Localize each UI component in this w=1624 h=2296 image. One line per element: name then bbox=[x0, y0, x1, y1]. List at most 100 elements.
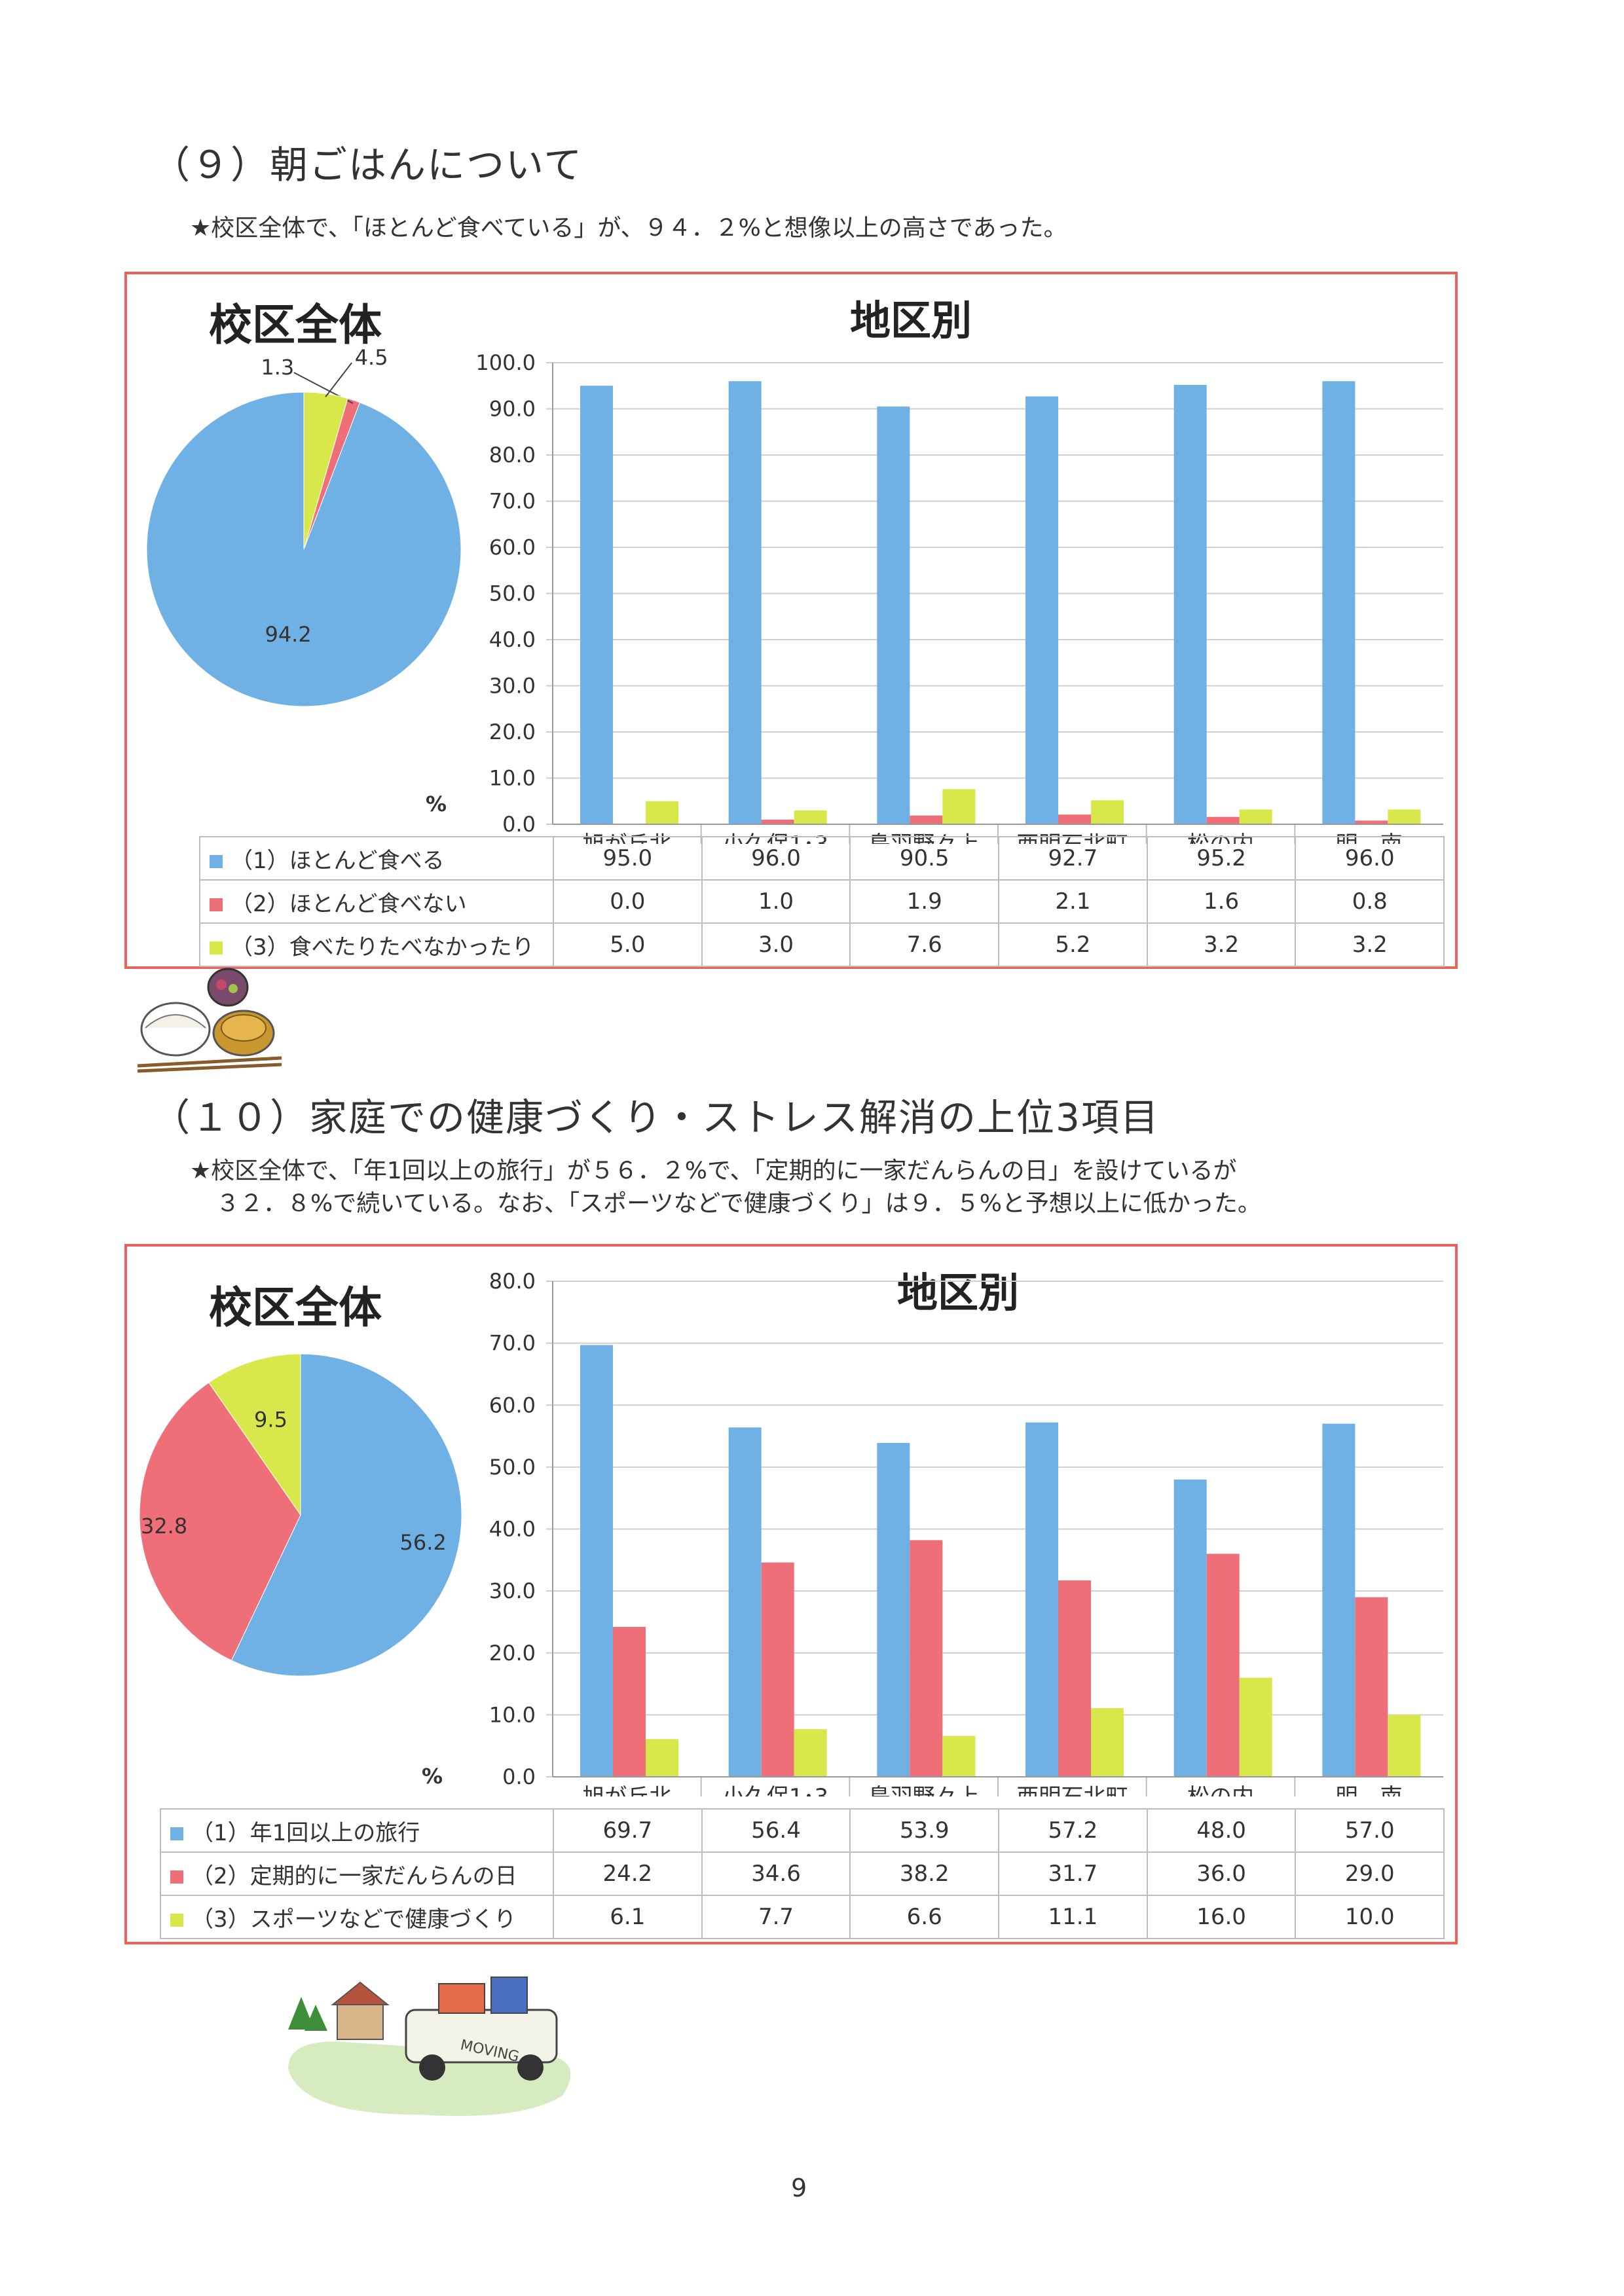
bar2-category-label-1: 旭が丘北 bbox=[582, 1784, 671, 1796]
table2-cell-s2-c3: 38.2 bbox=[849, 1851, 1000, 1896]
table2-cell-s3-c3: 6.6 bbox=[849, 1895, 1000, 1939]
pie2-slice-label-2: 32.8 bbox=[141, 1514, 187, 1539]
bar2-percent-label: % bbox=[422, 1764, 443, 1789]
table2-series-label-3: （3）スポーツなどで健康づくり bbox=[160, 1895, 554, 1939]
bar1-bar-s2-c5 bbox=[1206, 816, 1240, 824]
section9-note: ★校区全体で、「ほとんど食べている」が、９４．２%と想像以上の高さであった。 bbox=[190, 215, 1067, 242]
bar2-bar-s3-c6 bbox=[1388, 1715, 1421, 1777]
table1-legend-swatch-3 bbox=[210, 941, 223, 955]
table1-row-1: （1）ほとんど食べる 95.0 96.0 90.5 92.7 95.2 96.0 bbox=[199, 836, 1445, 881]
bar2-ytick-label: 80.0 bbox=[489, 1269, 536, 1294]
bar2-bar-s3-c1 bbox=[646, 1739, 678, 1777]
table1-legend-swatch-2 bbox=[210, 898, 223, 911]
bar2-category-label-3: 鳥羽野々上 bbox=[868, 1784, 980, 1796]
bar1-ytick-label: 0.0 bbox=[502, 812, 536, 837]
section10-chart-panel: 校区全体 56.2 32.8 9.5 地区別 0.0 10.0 20.0 30.0 40.0… bbox=[124, 1244, 1458, 1944]
table1-cell-s1-c5: 95.2 bbox=[1146, 836, 1297, 881]
bar2-data-table: （1）年1回以上の旅行 69.7 56.4 53.9 57.2 48.0 57.0 （2）定期… bbox=[160, 1808, 1445, 1939]
table1-cell-s1-c2: 96.0 bbox=[701, 836, 851, 881]
section10-note-line2: ３２．８%で続いている。なお、「スポーツなどで健康づくり」は９．５%と予想以上に… bbox=[216, 1190, 1261, 1217]
bar1-bar-s2-c2 bbox=[761, 819, 794, 824]
table2-cell-s1-c3: 53.9 bbox=[849, 1808, 1000, 1853]
bar2-ytick-label: 60.0 bbox=[489, 1393, 536, 1417]
bar1-bar-s3-c5 bbox=[1239, 809, 1272, 824]
table2-series-name-3: （3）スポーツなどで健康づくり bbox=[191, 1906, 517, 1933]
table2-cell-s2-c6: 29.0 bbox=[1295, 1851, 1445, 1896]
table2-cell-s1-c5: 48.0 bbox=[1146, 1808, 1297, 1853]
table1-cell-s3-c4: 5.2 bbox=[998, 922, 1148, 967]
bar2-category-label-6: 明 南 bbox=[1336, 1784, 1403, 1796]
bar1-ytick-label: 80.0 bbox=[489, 443, 536, 467]
bar1-ytick-label: 60.0 bbox=[489, 535, 536, 560]
pie1-slice-label-1: 94.2 bbox=[265, 622, 311, 647]
table2-legend-swatch-2 bbox=[170, 1870, 183, 1884]
table2-row-2: （2）定期的に一家だんらんの日 24.2 34.6 38.2 31.7 36.0 29.0 bbox=[160, 1851, 1445, 1896]
bar1-ytick-label: 40.0 bbox=[489, 627, 536, 652]
section10-heading: （１０）家庭での健康づくり・ストレス解消の上位3項目 bbox=[152, 1095, 1160, 1140]
pie2-slice-3 bbox=[208, 1353, 301, 1516]
table2-cell-s2-c4: 31.7 bbox=[998, 1851, 1148, 1896]
bar1-bar-s1-c5 bbox=[1173, 384, 1207, 824]
table1-cell-s1-c1: 95.0 bbox=[553, 836, 703, 881]
bar2-bar-s2-c3 bbox=[910, 1540, 943, 1777]
bar1-data-table: （1）ほとんど食べる 95.0 96.0 90.5 92.7 95.2 96.0 （2）ほとん… bbox=[199, 836, 1445, 967]
bar2-ytick-label: 40.0 bbox=[489, 1517, 536, 1542]
pie2-slice-label-3: 9.5 bbox=[254, 1407, 287, 1432]
table2-series-name-1: （1）年1回以上の旅行 bbox=[191, 1819, 420, 1846]
table2-row-1: （1）年1回以上の旅行 69.7 56.4 53.9 57.2 48.0 57.0 bbox=[160, 1808, 1445, 1853]
bar1-chart: 0.0 10.0 20.0 30.0 40.0 50.0 60.0 70.0 80.0 90.0 1… bbox=[475, 350, 1443, 844]
bar1-ytick-label: 50.0 bbox=[489, 581, 536, 606]
bar2-ytick-label: 0.0 bbox=[502, 1764, 536, 1789]
breakfast-bowls-illustration bbox=[137, 968, 282, 1073]
bar1-ytick-label: 100.0 bbox=[475, 350, 536, 375]
table1-series-name-1: （1）ほとんど食べる bbox=[231, 847, 445, 874]
bar1-bar-s1-c4 bbox=[1025, 396, 1058, 824]
bar2-chart: 0.0 10.0 20.0 30.0 40.0 50.0 60.0 70.0 80.0 旭が丘北 小… bbox=[489, 1269, 1443, 1796]
table2-legend-swatch-1 bbox=[170, 1827, 183, 1840]
bar2-bar-s1-c3 bbox=[877, 1442, 910, 1777]
table1-cell-s1-c3: 90.5 bbox=[849, 836, 1000, 881]
bar1-bar-s3-c1 bbox=[646, 801, 678, 824]
table1-series-name-3: （3）食べたりたべなかったり bbox=[231, 934, 534, 960]
moving-truck-illustration: MOVING bbox=[288, 1977, 571, 2116]
table1-cell-s3-c6: 3.2 bbox=[1295, 922, 1445, 967]
bar2-bar-s2-c1 bbox=[613, 1627, 646, 1777]
table1-cell-s1-c6: 96.0 bbox=[1295, 836, 1445, 881]
table2-series-name-2: （2）定期的に一家だんらんの日 bbox=[191, 1863, 517, 1889]
bar2-category-label-4: 西明石北町 bbox=[1016, 1784, 1128, 1796]
table2-cell-s1-c6: 57.0 bbox=[1295, 1808, 1445, 1853]
table2-cell-s1-c1: 69.7 bbox=[553, 1808, 703, 1853]
section10-note-line1: ★校区全体で、「年1回以上の旅行」が５６．２%で、「定期的に一家だんらんの日」を… bbox=[190, 1157, 1237, 1184]
pie1-slice-3 bbox=[303, 392, 348, 550]
table1-series-label-3: （3）食べたりたべなかったり bbox=[199, 922, 554, 967]
table1-cell-s3-c5: 3.2 bbox=[1146, 922, 1297, 967]
table1-cell-s3-c2: 3.0 bbox=[701, 922, 851, 967]
bar2-bar-s3-c5 bbox=[1239, 1677, 1272, 1777]
table2-cell-s3-c2: 7.7 bbox=[701, 1895, 851, 1939]
table1-cell-s2-c6: 0.8 bbox=[1295, 879, 1445, 924]
table2-cell-s1-c2: 56.4 bbox=[701, 1808, 851, 1853]
bar1-percent-label: % bbox=[426, 792, 447, 816]
bar1-ytick-label: 10.0 bbox=[489, 766, 536, 791]
table2-cell-s3-c1: 6.1 bbox=[553, 1895, 703, 1939]
table1-cell-s2-c4: 2.1 bbox=[998, 879, 1148, 924]
section9-heading: （９）朝ごはんについて bbox=[152, 143, 583, 187]
table2-series-label-1: （1）年1回以上の旅行 bbox=[160, 1808, 554, 1853]
table1-cell-s1-c4: 92.7 bbox=[998, 836, 1148, 881]
table1-series-label-2: （2）ほとんど食べない bbox=[199, 879, 554, 924]
bar2-ytick-label: 50.0 bbox=[489, 1455, 536, 1480]
table2-cell-s1-c4: 57.2 bbox=[998, 1808, 1148, 1853]
table1-cell-s3-c1: 5.0 bbox=[553, 922, 703, 967]
table1-series-name-2: （2）ほとんど食べない bbox=[231, 890, 467, 917]
table2-cell-s3-c4: 11.1 bbox=[998, 1895, 1148, 1939]
bar2-category-label-5: 松の内 bbox=[1187, 1784, 1254, 1796]
bar2-bar-s1-c2 bbox=[728, 1427, 762, 1777]
table1-legend-swatch-1 bbox=[210, 855, 223, 868]
table1-row-2: （2）ほとんど食べない 0.0 1.0 1.9 2.1 1.6 0.8 bbox=[199, 879, 1445, 924]
bar1-bar-s2-c3 bbox=[910, 815, 943, 824]
pie1-leader-line-3 bbox=[325, 362, 352, 397]
pie1-chart: 94.2 1.3 4.5 bbox=[146, 345, 462, 707]
bar1-bar-s1-c6 bbox=[1322, 381, 1356, 824]
bar1-bar-s3-c4 bbox=[1091, 800, 1124, 824]
table1-cell-s2-c2: 1.0 bbox=[701, 879, 851, 924]
